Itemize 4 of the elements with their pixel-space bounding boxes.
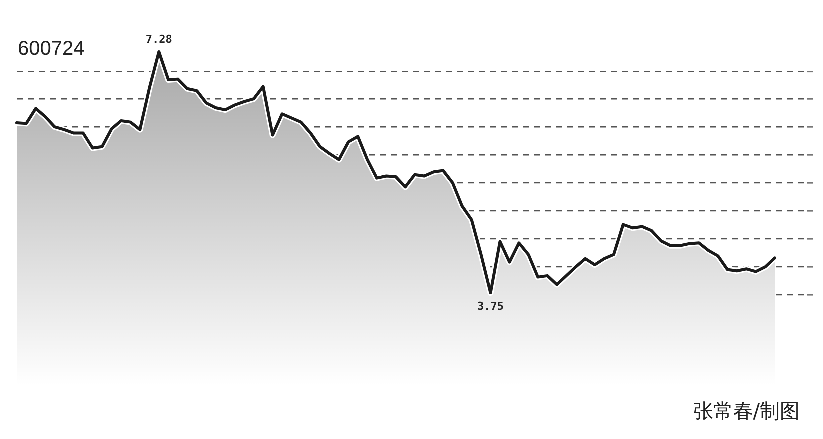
data-label: 7.28 — [146, 33, 172, 46]
data-label: 3.75 — [478, 300, 504, 313]
annotation: 张常春/制图 — [693, 399, 800, 423]
chart-title: 600724 — [18, 38, 85, 60]
